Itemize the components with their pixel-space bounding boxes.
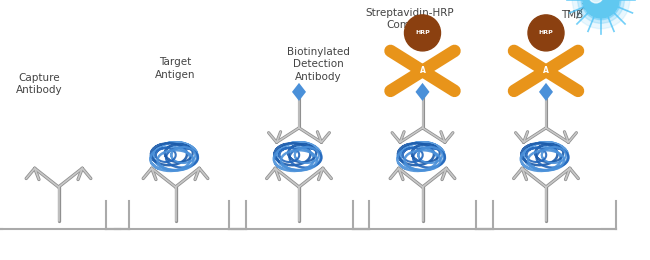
Text: A: A <box>543 66 549 75</box>
Ellipse shape <box>583 0 619 18</box>
Polygon shape <box>292 83 306 101</box>
Text: Capture
Antibody: Capture Antibody <box>16 73 62 95</box>
Ellipse shape <box>528 15 564 51</box>
Text: Biotinylated
Detection
Antibody: Biotinylated Detection Antibody <box>287 47 350 82</box>
Text: HRP: HRP <box>539 30 553 35</box>
Text: Streptavidin-HRP
Complex: Streptavidin-HRP Complex <box>365 8 454 30</box>
Ellipse shape <box>578 0 625 23</box>
Ellipse shape <box>404 15 441 51</box>
Ellipse shape <box>581 0 621 20</box>
Text: A: A <box>419 66 426 75</box>
Text: Target
Antigen: Target Antigen <box>155 57 196 80</box>
Ellipse shape <box>589 0 603 3</box>
Polygon shape <box>415 83 430 101</box>
Text: HRP: HRP <box>415 30 430 35</box>
Polygon shape <box>539 83 553 101</box>
Text: TMB: TMB <box>561 10 583 20</box>
Ellipse shape <box>572 0 630 29</box>
